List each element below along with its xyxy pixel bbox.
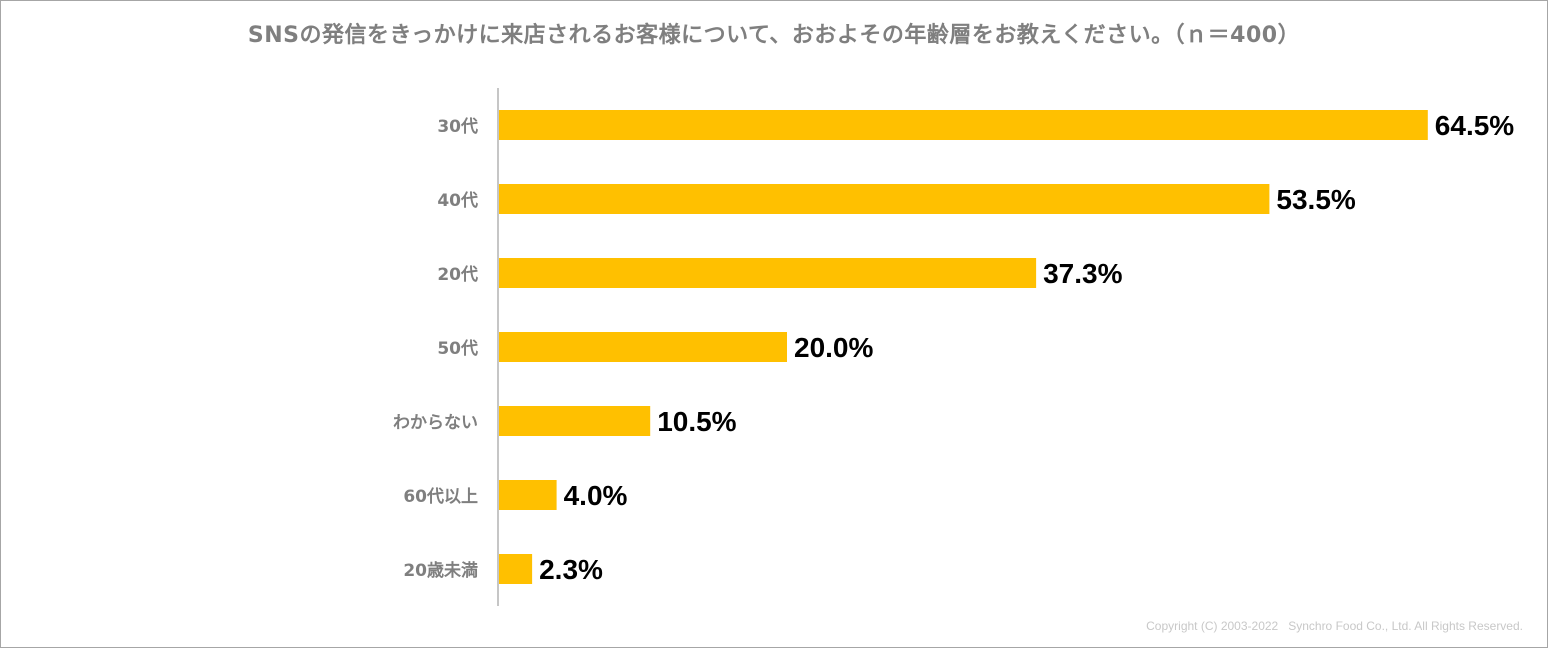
bar [499,184,1270,214]
bar [499,258,1037,288]
category-label: わからない [393,413,478,433]
data-label: 4.0% [564,480,628,511]
bar [499,110,1428,140]
data-label: 37.3% [1043,258,1122,289]
category-label: 30代 [437,116,478,137]
bar [499,332,787,362]
category-label: 60代以上 [403,486,478,507]
chart-title: SNSの発信をきっかけに来店されるお客様について、おおよその年齢層をお教えくださ… [247,23,1301,48]
category-label: 40代 [437,190,478,211]
data-label: 2.3% [539,554,603,585]
data-label: 10.5% [657,406,736,437]
data-label: 64.5% [1435,110,1514,141]
category-label: 20歳未満 [403,560,478,581]
bar [499,406,651,436]
category-label: 50代 [437,338,478,359]
bar [499,480,557,510]
category-label: 20代 [437,264,478,285]
data-label: 53.5% [1276,184,1355,215]
copyright-text: Copyright (C) 2003-2022 Synchro Food Co.… [1146,619,1523,633]
data-label: 20.0% [794,332,873,363]
bar [499,554,533,584]
